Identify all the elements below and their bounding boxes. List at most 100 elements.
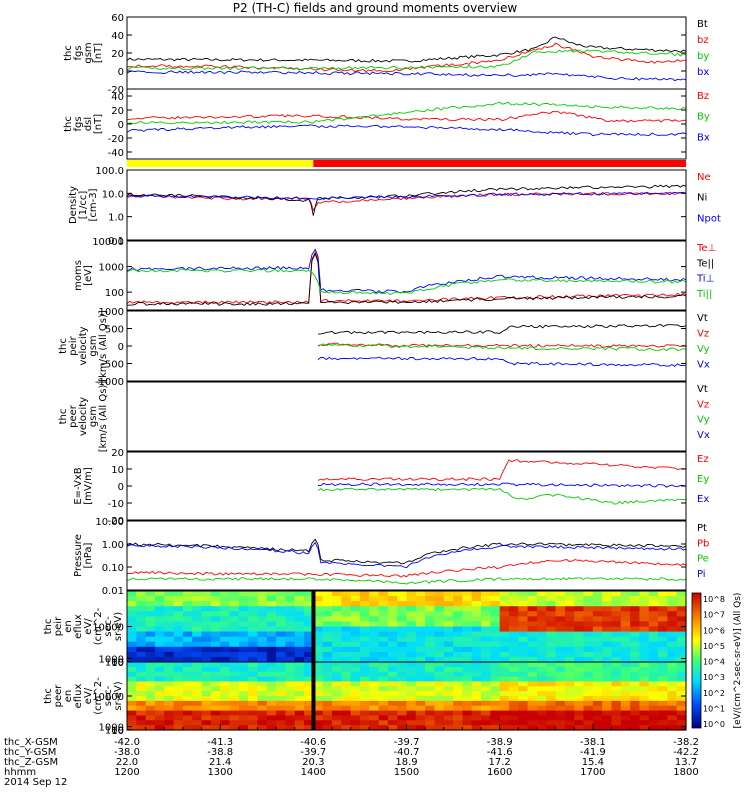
spectrogram-cell — [210, 646, 221, 653]
spectrogram-cell — [248, 621, 259, 628]
spectrogram-cell — [499, 656, 510, 663]
spectrogram-cell — [304, 611, 314, 617]
spectrogram-cell — [667, 710, 678, 717]
spectrogram-cell — [294, 626, 305, 633]
spectrogram-cell — [676, 725, 687, 731]
spectrogram-cell — [192, 611, 203, 617]
spectrogram-cell — [546, 705, 557, 712]
spectrogram-cell — [620, 725, 631, 731]
spectrogram-cell — [397, 662, 408, 668]
spectrogram-cell — [602, 606, 613, 612]
spectrogram-cell — [331, 601, 342, 607]
series-line-Pi — [126, 541, 687, 569]
spectrogram-cell — [462, 621, 473, 628]
spectrogram-cell — [387, 606, 398, 612]
spectrogram-cell — [583, 606, 594, 612]
y-axis-label: fgs — [73, 45, 84, 60]
spectrogram-cell — [490, 626, 501, 633]
spectrogram-cell — [453, 725, 463, 731]
spectrogram-cell — [276, 656, 286, 663]
spectrogram-cell — [378, 611, 389, 617]
orbit-value: -40.6 — [300, 737, 326, 748]
y-tick-label: -500 — [101, 360, 124, 371]
spectrogram-cell — [192, 681, 203, 687]
y-axis-label: eV/ — [83, 618, 94, 635]
spectrogram-cell — [602, 725, 613, 731]
spectrogram-cell — [136, 691, 147, 697]
spectrogram-cell — [397, 636, 408, 643]
spectrogram-cell — [238, 616, 249, 623]
spectrogram-cell — [536, 720, 547, 726]
spectrogram-cell — [443, 636, 454, 643]
spectrogram-cell — [425, 710, 436, 717]
spectrogram-cell — [481, 671, 491, 678]
spectrogram-cell — [154, 641, 165, 648]
spectrogram-cell — [602, 611, 613, 617]
spectrogram-cell — [229, 616, 240, 623]
y-axis-label: [km/s (All Qs)] — [98, 381, 109, 453]
spectrogram-cell — [192, 616, 203, 623]
spectrogram-cell — [648, 636, 659, 643]
legend-entry-Te||: Te|| — [696, 258, 714, 269]
spectrogram-cell — [387, 621, 398, 628]
series-line-Bx — [126, 124, 687, 137]
spectrogram-cell — [369, 656, 380, 663]
orbit-value: 1700 — [580, 767, 605, 778]
spectrogram-cell — [630, 631, 641, 638]
spectrogram-cell — [583, 715, 594, 721]
spectrogram-cell — [667, 666, 678, 673]
spectrogram-cell — [434, 626, 445, 633]
spectrogram-cell — [220, 691, 231, 697]
spectrogram-cell — [341, 656, 352, 663]
spectrogram-cell — [154, 616, 165, 623]
spectrogram-cell — [546, 691, 557, 697]
y-tick-label: 1.00 — [102, 540, 124, 551]
spectrogram-cell — [648, 601, 659, 607]
spectrogram-cell — [145, 705, 156, 712]
spectrogram-cell — [210, 671, 221, 678]
spectrogram-cell — [453, 601, 463, 607]
spectrogram-cell — [564, 662, 575, 668]
spectrogram-cell — [182, 662, 193, 668]
spectrogram-cell — [406, 606, 417, 612]
spectrogram-cell — [164, 691, 175, 697]
spectrogram-cell — [555, 651, 566, 658]
spectrogram-cell — [611, 671, 622, 678]
spectrogram-cell — [518, 636, 529, 643]
mode-bar-segment — [313, 160, 686, 167]
spectrogram-cell — [192, 686, 203, 692]
spectrogram-cell — [210, 596, 221, 602]
spectrogram-cell — [546, 666, 557, 673]
spectrogram-cell — [648, 611, 659, 617]
spectrogram-cell — [564, 621, 575, 628]
spectrogram-cell — [378, 681, 389, 687]
spectrogram-cell — [210, 662, 221, 668]
spectrogram-cell — [574, 651, 585, 658]
spectrogram-cell — [369, 646, 380, 653]
orbit-row-label: thc_Y-GSM — [4, 747, 56, 758]
spectrogram-cell — [266, 616, 277, 623]
spectrogram-cell — [350, 666, 361, 673]
y-axis-label: [1/cc] — [78, 191, 89, 220]
spectrogram-cell — [611, 676, 622, 683]
spectrogram-cell — [341, 700, 352, 707]
spectrogram-cell — [536, 666, 547, 673]
spectrogram-cell — [518, 705, 529, 712]
spectrogram-cell — [574, 596, 585, 602]
spectrogram-cell — [378, 626, 389, 633]
spectrogram-cell — [574, 691, 585, 697]
y-axis-label: sr-eV) — [113, 681, 124, 710]
spectrogram-cell — [369, 651, 380, 658]
spectrogram-cell — [527, 606, 538, 612]
spectrogram-cell — [592, 705, 603, 712]
mode-bar-segment — [127, 160, 314, 167]
spectrogram-cell — [285, 611, 296, 617]
spectrogram-cell — [443, 606, 454, 612]
spectrogram-cell — [592, 646, 603, 653]
spectrogram-cell — [257, 606, 268, 612]
spectrogram-cell — [145, 676, 156, 683]
spectrogram-cell — [201, 601, 212, 607]
spectrogram-cell — [499, 676, 510, 683]
spectrogram-cell — [192, 720, 203, 726]
